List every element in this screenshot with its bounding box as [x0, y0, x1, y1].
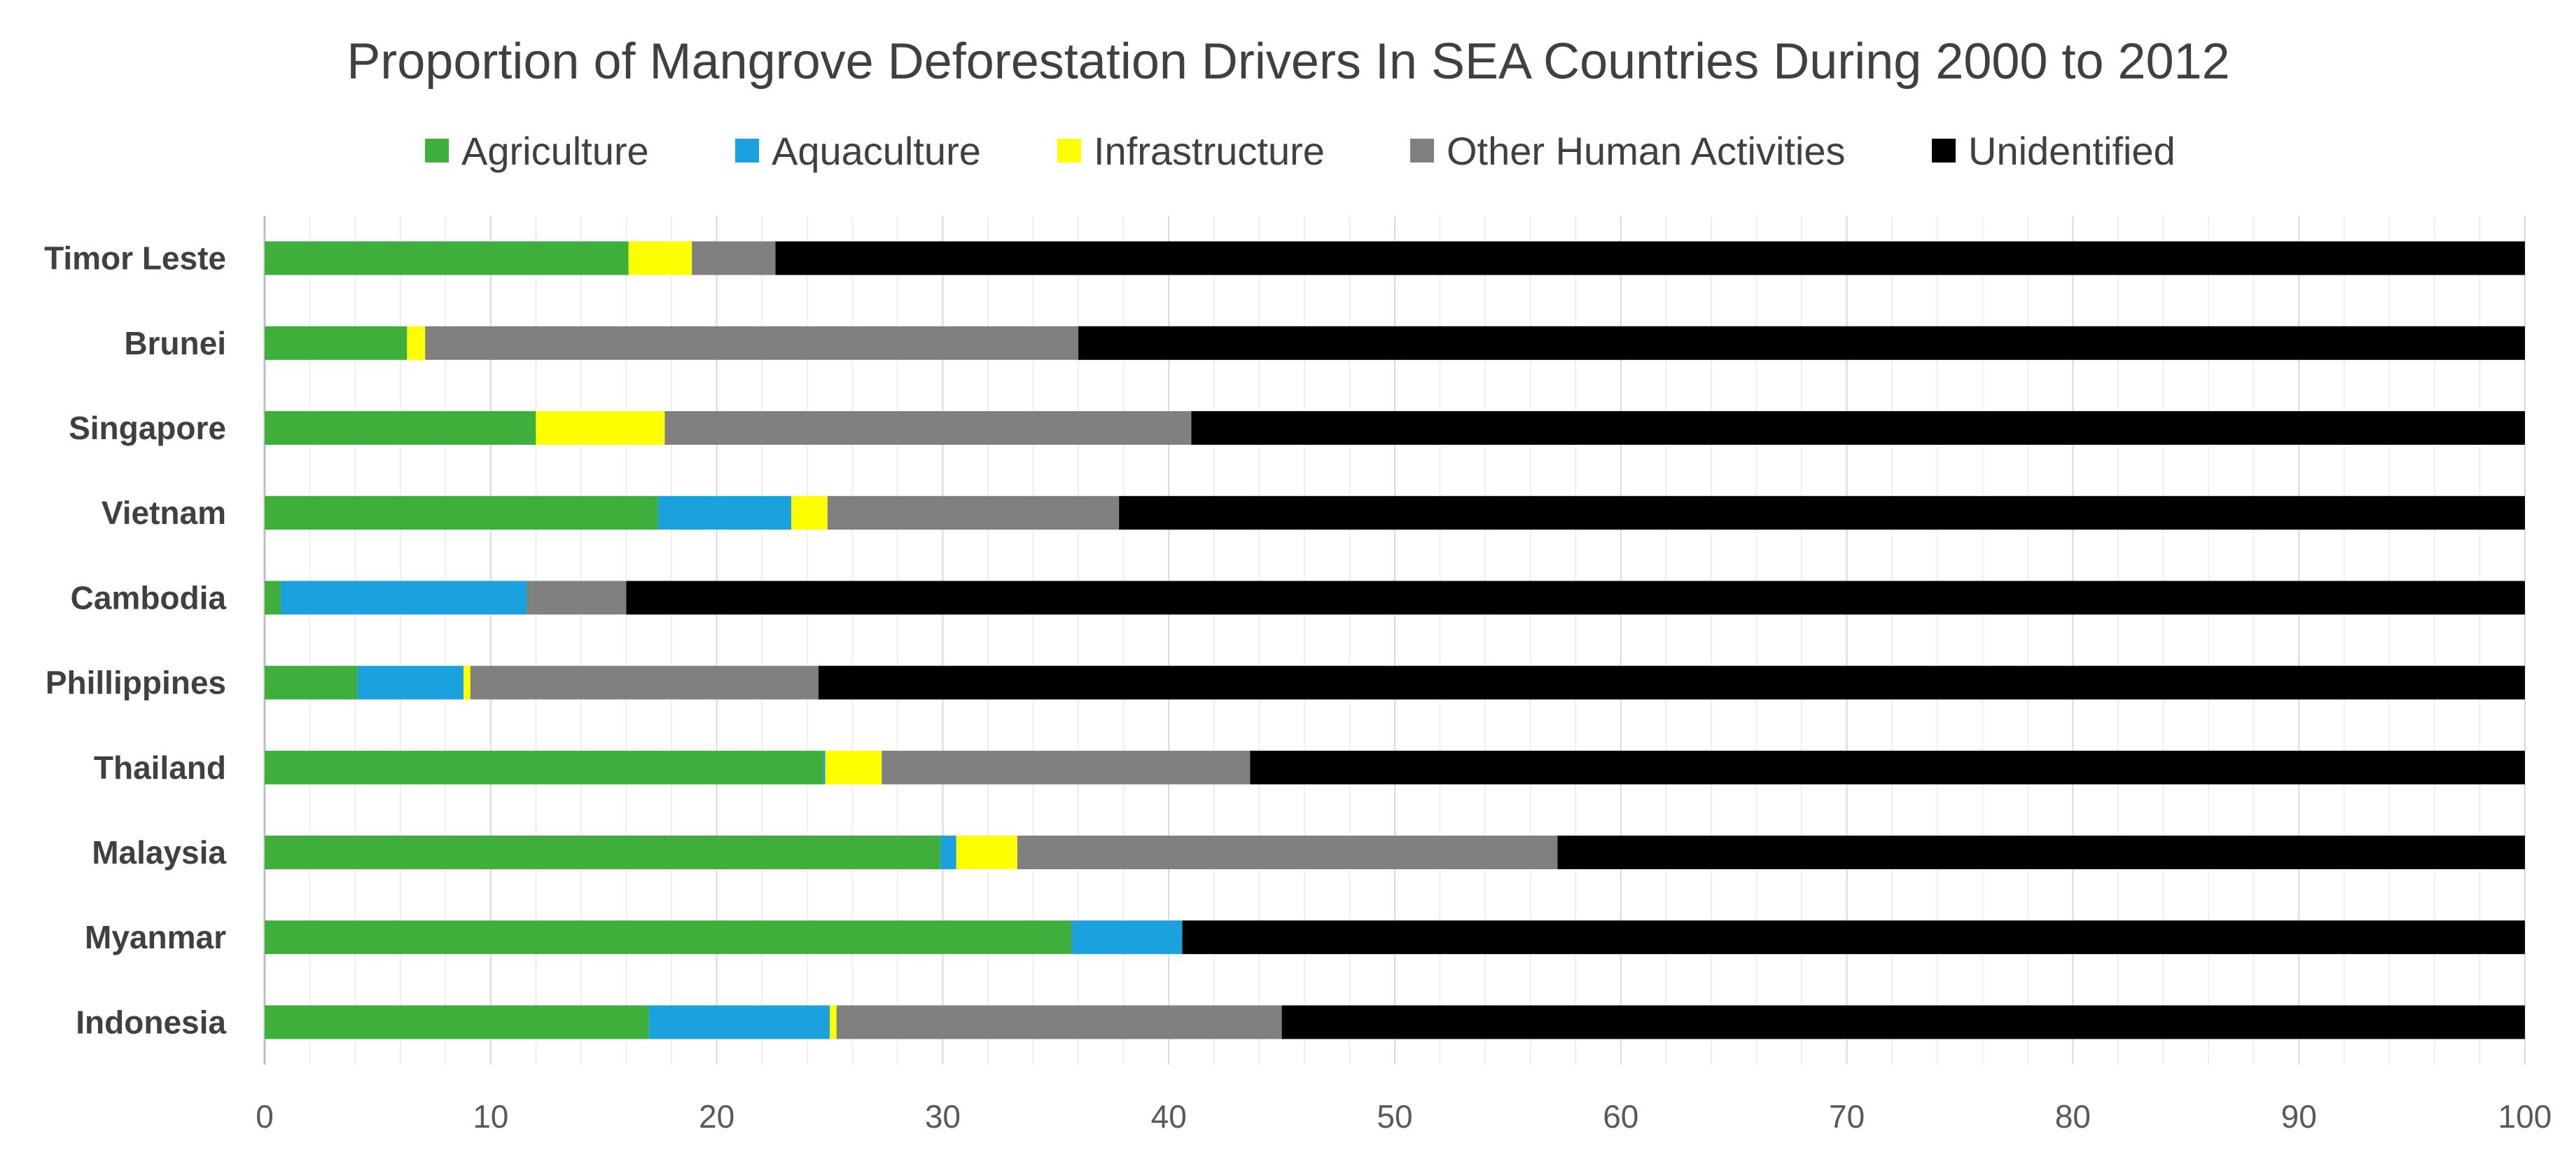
bar-segment-agriculture: [265, 836, 941, 869]
bar-segment-other-human-activities: [527, 581, 627, 615]
x-tick-label: 100: [2498, 1098, 2552, 1135]
legend-label: Unidentified: [1968, 129, 2175, 173]
bar-segment-unidentified: [1078, 326, 2525, 360]
bar-segment-aquaculture: [940, 836, 956, 869]
chart-title: Proportion of Mangrove Deforestation Dri…: [347, 34, 2229, 90]
bar-segment-agriculture: [265, 750, 823, 784]
bar-segment-agriculture: [265, 241, 629, 275]
legend-label: Infrastructure: [1094, 129, 1325, 173]
legend-swatch: [1932, 139, 1956, 162]
legend-swatch: [1410, 139, 1434, 162]
bar-segment-unidentified: [1250, 750, 2525, 784]
bar-segment-infrastructure: [536, 411, 665, 445]
bar-segment-unidentified: [626, 581, 2525, 615]
category-label: Vietnam: [102, 494, 226, 531]
category-label: Thailand: [94, 749, 226, 786]
bar-segment-aquaculture: [657, 496, 792, 530]
category-label: Phillippines: [46, 665, 226, 701]
bar-segment-aquaculture: [280, 581, 527, 615]
category-label: Brunei: [124, 325, 226, 361]
bar-segment-unidentified: [1182, 920, 2525, 955]
category-label: Malaysia: [92, 834, 226, 871]
category-label: Myanmar: [85, 919, 226, 955]
bar-segment-aquaculture: [1071, 920, 1183, 955]
category-label: Timor Leste: [44, 240, 226, 277]
x-tick-label: 20: [699, 1098, 734, 1135]
bar-segment-agriculture: [265, 411, 536, 445]
bars: [265, 241, 2526, 1039]
category-label: Singapore: [69, 410, 226, 446]
bar-segment-unidentified: [1191, 411, 2525, 445]
category-labels: Timor Leste Brunei Singapore Vietnam Cambodi…: [44, 240, 226, 1041]
bar-segment-other-human-activities: [1017, 836, 1558, 869]
bar-segment-aquaculture: [648, 1005, 830, 1039]
x-tick-label: 30: [925, 1098, 961, 1135]
bar-segment-unidentified: [818, 665, 2526, 700]
bar-segment-agriculture: [265, 326, 408, 360]
x-tick-label: 70: [1829, 1098, 1865, 1135]
x-tick-label: 80: [2055, 1098, 2091, 1135]
x-tick-label: 40: [1151, 1098, 1187, 1135]
category-label: Indonesia: [76, 1004, 226, 1040]
bar-segment-infrastructure: [628, 241, 692, 275]
x-axis-tick-labels: 0 10 20 30 40 50 60 70 80 90 100: [256, 1098, 2551, 1135]
bar-segment-unidentified: [775, 241, 2526, 275]
bar-segment-infrastructure: [956, 836, 1017, 869]
x-tick-label: 0: [256, 1098, 274, 1135]
bar-segment-other-human-activities: [827, 496, 1120, 530]
bar-segment-other-human-activities: [836, 1005, 1282, 1039]
bar-segment-other-human-activities: [470, 665, 819, 700]
bar-segment-agriculture: [265, 1005, 649, 1039]
legend-label: Other Human Activities: [1447, 129, 1846, 173]
legend-swatch: [1057, 139, 1081, 162]
bar-segment-other-human-activities: [882, 750, 1251, 784]
legend-swatch: [735, 139, 759, 162]
bar-segment-agriculture: [265, 920, 1072, 955]
bar-segment-other-human-activities: [692, 241, 776, 275]
bar-segment-infrastructure: [407, 326, 426, 360]
bar-segment-agriculture: [265, 496, 658, 530]
bar-segment-infrastructure: [791, 496, 828, 530]
bar-segment-aquaculture: [357, 665, 464, 700]
legend: Agriculture Aquaculture Infrastructure Othe…: [425, 129, 2175, 173]
bar-segment-unidentified: [1119, 496, 2525, 530]
bar-segment-aquaculture: [823, 750, 826, 784]
x-tick-label: 90: [2281, 1098, 2317, 1135]
legend-swatch: [425, 139, 449, 162]
bar-segment-unidentified: [1557, 836, 2525, 869]
legend-label: Agriculture: [461, 129, 649, 173]
bar-segment-agriculture: [265, 665, 358, 700]
x-tick-label: 10: [473, 1098, 508, 1135]
x-tick-label: 60: [1603, 1098, 1638, 1135]
category-label: Cambodia: [71, 579, 227, 616]
bar-segment-unidentified: [1281, 1005, 2525, 1039]
bar-segment-other-human-activities: [425, 326, 1079, 360]
bar-segment-agriculture: [265, 581, 281, 615]
bar-segment-infrastructure: [830, 1005, 837, 1039]
bar-segment-infrastructure: [464, 665, 471, 700]
bar-segment-other-human-activities: [664, 411, 1192, 445]
x-tick-label: 50: [1377, 1098, 1412, 1135]
bar-segment-infrastructure: [825, 750, 882, 784]
legend-label: Aquaculture: [772, 129, 981, 173]
